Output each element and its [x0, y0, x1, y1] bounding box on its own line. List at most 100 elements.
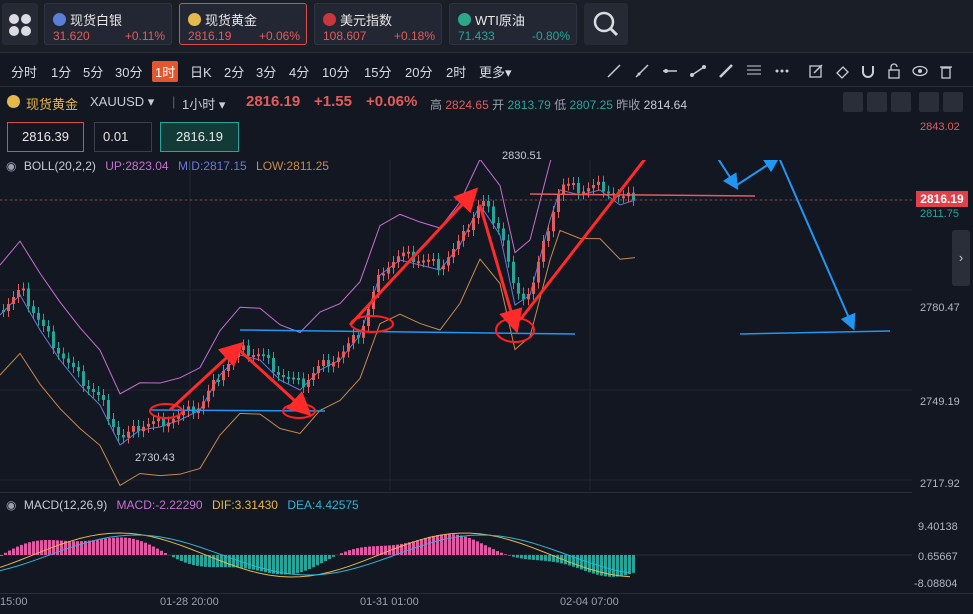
apps-menu-button[interactable]	[2, 3, 38, 45]
us-flag-icon	[323, 13, 336, 26]
macd-histogram-bar	[520, 555, 523, 559]
macd-histogram-bar	[152, 546, 155, 555]
candle-body	[292, 377, 295, 380]
macd-axis-label: -8.08804	[914, 578, 958, 590]
chart-style-button[interactable]	[843, 92, 863, 112]
silver-icon	[53, 13, 66, 26]
tf-15m[interactable]: 15分	[364, 65, 392, 80]
macd-chart[interactable]	[0, 515, 912, 595]
tf-20m[interactable]: 20分	[405, 65, 433, 80]
macd-histogram-bar	[288, 555, 291, 575]
tf-10m[interactable]: 10分	[322, 65, 350, 80]
search-button[interactable]	[584, 3, 628, 45]
eye-icon[interactable]: ◉	[6, 498, 17, 512]
buy-price-button[interactable]: 2816.19	[160, 122, 239, 152]
candle-body	[452, 249, 455, 258]
candle-body	[82, 371, 85, 386]
candle-body	[182, 411, 185, 416]
candle-body	[57, 348, 60, 354]
lock-icon[interactable]	[886, 63, 902, 79]
candle-body	[247, 345, 250, 356]
expand-button[interactable]	[919, 92, 939, 112]
macd-histogram-bar	[624, 555, 627, 576]
draw-button[interactable]	[867, 92, 887, 112]
eraser-icon[interactable]	[834, 63, 850, 79]
ticker-usd-index[interactable]: 美元指数 108.607 +0.18%	[314, 3, 442, 45]
macd-histogram-bar	[512, 555, 515, 557]
macd-histogram-bar	[608, 555, 611, 577]
macd-histogram-bar	[228, 555, 231, 568]
tf-4m[interactable]: 4分	[289, 65, 310, 80]
tf-fenshi[interactable]: 分时	[11, 65, 38, 80]
candle-body	[142, 426, 145, 432]
tf-2m[interactable]: 2分	[224, 65, 245, 80]
candle-body	[487, 201, 490, 207]
candle-body	[502, 228, 505, 241]
collapse-panel-button[interactable]: ›	[952, 230, 970, 286]
macd-histogram-bar	[344, 551, 347, 555]
pen-icon[interactable]	[718, 63, 734, 79]
candle-body	[47, 326, 50, 332]
eye-icon[interactable]	[912, 63, 928, 79]
macd-histogram-bar	[580, 555, 583, 570]
ticker-silver[interactable]: 现货白银 31.620 +0.11%	[44, 3, 172, 45]
tf-more[interactable]: 更多▾	[479, 65, 512, 80]
tf-3m[interactable]: 3分	[256, 65, 277, 80]
close-panel-button[interactable]	[943, 92, 963, 112]
candle-body	[202, 401, 205, 409]
candle-body	[552, 212, 555, 232]
quantity-stepper[interactable]: 0.01	[94, 122, 152, 152]
ticker-gold[interactable]: 现货黄金 2816.19 +0.06%	[179, 3, 307, 45]
candle-body	[277, 372, 280, 375]
horizontal-line-icon[interactable]	[662, 63, 678, 79]
candle-body	[137, 426, 140, 432]
macd-histogram-bar	[368, 546, 371, 555]
macd-histogram-bar	[500, 552, 503, 555]
macd-histogram-bar	[544, 555, 547, 561]
segment-line-icon[interactable]	[690, 63, 706, 79]
ray-line-icon[interactable]	[634, 63, 650, 79]
ticker-wti-oil[interactable]: WTI原油 71.433 -0.80%	[449, 3, 577, 45]
macd-histogram-bar	[48, 539, 51, 555]
candle-body	[512, 261, 515, 283]
candle-body	[607, 191, 610, 194]
macd-histogram-bar	[372, 546, 375, 555]
sell-price-button[interactable]: 2816.39	[7, 122, 84, 152]
magnet-icon[interactable]	[860, 63, 876, 79]
trash-icon[interactable]	[938, 63, 954, 79]
candle-body	[302, 378, 305, 387]
candle-body	[557, 195, 560, 212]
price-chart[interactable]	[0, 160, 912, 490]
interval-selector[interactable]: 1小时 ▾	[182, 97, 226, 112]
candle-body	[477, 206, 480, 218]
candle-body	[312, 373, 315, 380]
tf-daily[interactable]: 日K	[190, 65, 212, 80]
macd-histogram-bar	[116, 537, 119, 555]
macd-histogram-bar	[276, 555, 279, 575]
price-axis-label: 2780.47	[920, 302, 960, 314]
tf-1h[interactable]: 1时	[152, 61, 179, 82]
edit-icon[interactable]	[808, 63, 824, 79]
fibonacci-icon[interactable]	[746, 63, 762, 79]
macd-histogram-bar	[364, 546, 367, 555]
candle-body	[482, 201, 485, 206]
symbol-code[interactable]: XAUUSD ▾	[90, 94, 155, 109]
candle-body	[402, 252, 405, 257]
macd-histogram-bar	[160, 550, 163, 555]
macd-histogram-bar	[200, 555, 203, 567]
more-tools-icon[interactable]	[774, 63, 790, 79]
candle-body	[467, 230, 470, 232]
tf-30m[interactable]: 30分	[115, 65, 143, 80]
tf-1m[interactable]: 1分	[51, 65, 72, 80]
macd-histogram-bar	[148, 544, 151, 555]
eye-icon[interactable]: ◉	[6, 159, 17, 173]
tf-2h[interactable]: 2时	[446, 65, 467, 80]
macd-histogram-bar	[4, 552, 7, 555]
macd-histogram-bar	[448, 534, 451, 555]
indicator-button[interactable]	[891, 92, 911, 112]
macd-histogram-bar	[124, 537, 127, 555]
trend-line-icon[interactable]	[606, 63, 622, 79]
macd-histogram-bar	[496, 551, 499, 555]
candle-body	[352, 335, 355, 344]
tf-5m[interactable]: 5分	[83, 65, 104, 80]
